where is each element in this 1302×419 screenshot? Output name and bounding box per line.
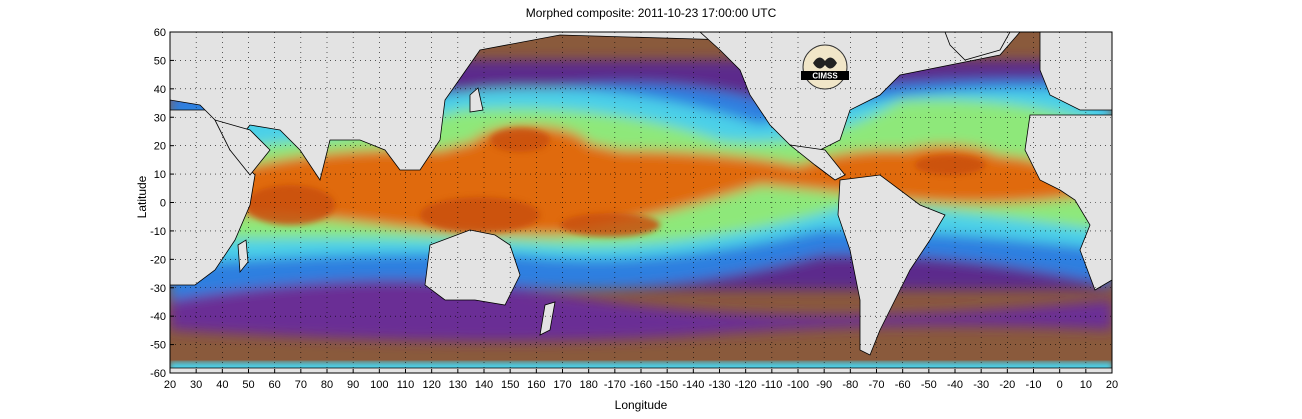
x-tick-label: 180	[579, 379, 597, 391]
x-tick-label: 50	[242, 379, 254, 391]
x-tick-label: -20	[999, 379, 1015, 391]
x-tick-label: 100	[370, 379, 388, 391]
y-axis-label: Latitude	[135, 175, 149, 219]
x-tick-label: -40	[947, 379, 963, 391]
x-tick-label: -110	[761, 379, 782, 391]
x-tick-label: -120	[735, 379, 757, 391]
y-tick-label: 60	[154, 27, 166, 39]
x-tick-label: -130	[708, 379, 730, 391]
y-tick-label: -10	[150, 226, 166, 238]
x-tick-label: 170	[553, 379, 571, 391]
logo-text: CIMSS	[812, 72, 838, 81]
y-tick-label: -30	[150, 283, 166, 295]
x-tick-label: -90	[816, 379, 832, 391]
x-tick-label: -70	[869, 379, 885, 391]
y-tick-label: 10	[154, 169, 166, 181]
x-tick-label: 70	[295, 379, 307, 391]
x-tick-label: 160	[527, 379, 545, 391]
y-tick-label: 0	[160, 198, 166, 210]
x-tick-label: 90	[347, 379, 359, 391]
y-tick-label: -40	[150, 311, 166, 323]
x-tick-label: 120	[422, 379, 440, 391]
map-title: Morphed composite: 2011-10-23 17:00:00 U…	[525, 6, 777, 20]
x-tick-label: -50	[921, 379, 937, 391]
x-tick-label: 80	[321, 379, 333, 391]
x-tick-label: 140	[475, 379, 493, 391]
x-tick-label: -160	[630, 379, 652, 391]
x-tick-label: -80	[842, 379, 858, 391]
y-tick-label: 20	[154, 141, 166, 153]
x-tick-label: 40	[216, 379, 228, 391]
x-axis: 20 30 40 50 60 70 80 90 100 110 120 130 140 150 160 170…	[164, 369, 1118, 391]
x-axis-label: Longitude	[614, 398, 668, 412]
y-tick-label: 50	[154, 55, 166, 67]
y-tick-label: 40	[154, 84, 166, 96]
x-tick-label: -30	[973, 379, 989, 391]
x-tick-label: 60	[269, 379, 281, 391]
x-tick-label: -150	[656, 379, 678, 391]
x-tick-label: 10	[1080, 379, 1092, 391]
x-tick-label: -100	[787, 379, 809, 391]
y-tick-label: -20	[150, 254, 166, 266]
x-tick-label: -60	[895, 379, 911, 391]
x-tick-label: 20	[164, 379, 176, 391]
x-tick-label: -140	[682, 379, 704, 391]
x-tick-label: 150	[501, 379, 519, 391]
x-tick-label: 110	[397, 379, 415, 391]
map-grid	[170, 32, 1112, 373]
cimss-logo: CIMSS	[801, 44, 849, 90]
x-tick-label: 30	[190, 379, 202, 391]
x-tick-label: -10	[1026, 379, 1042, 391]
land-masses	[170, 32, 1112, 373]
y-tick-label: -50	[150, 340, 166, 352]
x-tick-label: 0	[1057, 379, 1063, 391]
x-tick-label: 130	[449, 379, 467, 391]
y-tick-label: 30	[154, 112, 166, 124]
y-tick-label: -60	[150, 368, 166, 380]
x-tick-label: 20	[1106, 379, 1118, 391]
x-tick-label: -170	[604, 379, 626, 391]
y-axis: 60 50 40 30 20 10 0 -10 -20 -30 -40 -50 -60	[150, 27, 174, 380]
